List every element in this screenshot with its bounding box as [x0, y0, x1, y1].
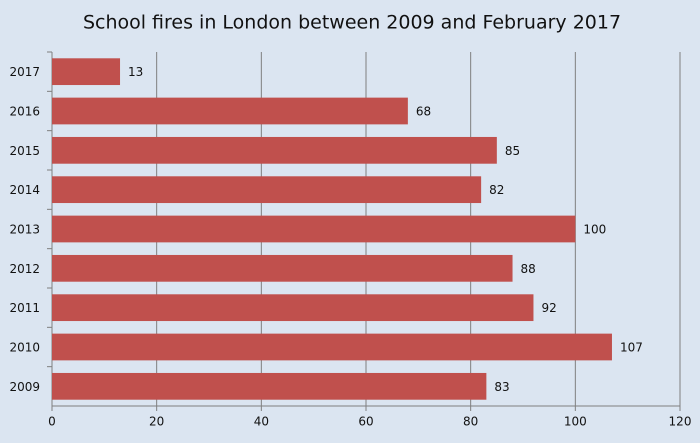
bar	[52, 294, 534, 322]
y-tick-label: 2017	[9, 65, 40, 79]
y-tick-label: 2015	[9, 144, 40, 158]
y-tick-label: 2016	[9, 105, 40, 119]
bar	[52, 215, 576, 243]
data-label: 82	[489, 183, 504, 197]
x-tick-label: 100	[564, 415, 587, 429]
y-tick-label: 2013	[9, 223, 40, 237]
data-label: 85	[505, 144, 520, 158]
data-label: 100	[583, 223, 606, 237]
y-tick-label: 2010	[9, 341, 40, 355]
x-tick-label: 60	[358, 415, 373, 429]
data-label: 68	[416, 105, 431, 119]
x-tick-label: 0	[48, 415, 56, 429]
data-label: 13	[128, 65, 143, 79]
x-tick-label: 120	[669, 415, 692, 429]
bar	[52, 254, 513, 282]
x-tick-label: 20	[149, 415, 164, 429]
y-tick-label: 2011	[9, 301, 40, 315]
x-tick-label: 40	[254, 415, 269, 429]
data-label: 107	[620, 341, 643, 355]
data-label: 92	[541, 301, 556, 315]
bar	[52, 333, 612, 361]
bar	[52, 372, 487, 400]
bar	[52, 58, 121, 86]
y-tick-label: 2014	[9, 183, 40, 197]
data-label: 83	[494, 380, 509, 394]
y-tick-label: 2012	[9, 262, 40, 276]
chart-title: School fires in London between 2009 and …	[83, 12, 621, 34]
data-label: 88	[521, 262, 536, 276]
bar	[52, 136, 497, 164]
bar	[52, 176, 482, 204]
x-tick-label: 80	[463, 415, 478, 429]
y-tick-label: 2009	[9, 380, 40, 394]
bar	[52, 97, 408, 125]
